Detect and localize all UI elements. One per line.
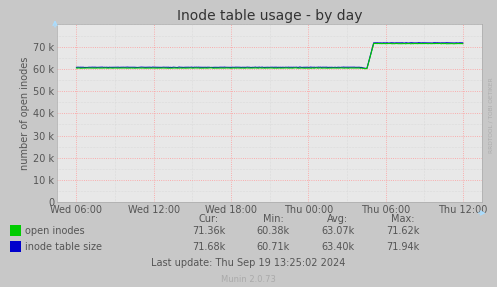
Text: Last update: Thu Sep 19 13:25:02 2024: Last update: Thu Sep 19 13:25:02 2024 bbox=[151, 258, 346, 267]
Text: inode table size: inode table size bbox=[25, 242, 102, 252]
Title: Inode table usage - by day: Inode table usage - by day bbox=[177, 9, 362, 23]
Text: 71.36k: 71.36k bbox=[192, 226, 225, 236]
Text: 63.07k: 63.07k bbox=[322, 226, 354, 236]
Text: Avg:: Avg: bbox=[328, 214, 348, 224]
Text: 63.40k: 63.40k bbox=[322, 242, 354, 252]
Text: 71.94k: 71.94k bbox=[386, 242, 419, 252]
Text: 71.68k: 71.68k bbox=[192, 242, 225, 252]
Text: Cur:: Cur: bbox=[199, 214, 219, 224]
Text: Max:: Max: bbox=[391, 214, 414, 224]
Text: 60.38k: 60.38k bbox=[257, 226, 290, 236]
Text: Min:: Min: bbox=[263, 214, 284, 224]
Text: open inodes: open inodes bbox=[25, 226, 84, 236]
Text: 60.71k: 60.71k bbox=[257, 242, 290, 252]
Text: Munin 2.0.73: Munin 2.0.73 bbox=[221, 275, 276, 284]
Text: RRDTOOL / TOBI OETIKER: RRDTOOL / TOBI OETIKER bbox=[489, 77, 494, 153]
Y-axis label: number of open inodes: number of open inodes bbox=[20, 57, 30, 170]
Text: 71.62k: 71.62k bbox=[386, 226, 419, 236]
